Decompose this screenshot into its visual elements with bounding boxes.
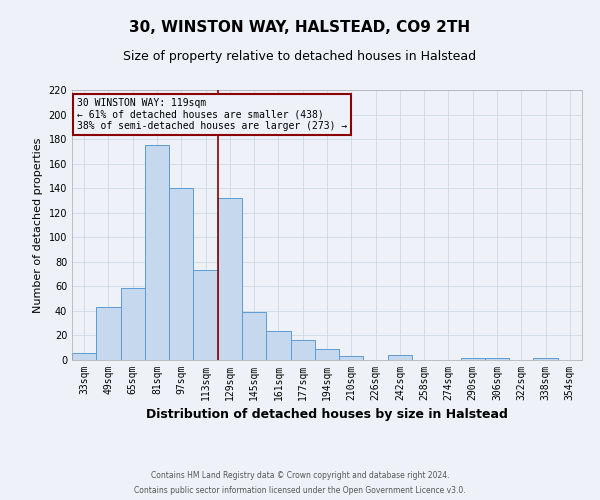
Text: 30 WINSTON WAY: 119sqm
← 61% of detached houses are smaller (438)
38% of semi-de: 30 WINSTON WAY: 119sqm ← 61% of detached… xyxy=(77,98,347,132)
Text: Contains public sector information licensed under the Open Government Licence v3: Contains public sector information licen… xyxy=(134,486,466,495)
Bar xyxy=(533,358,558,360)
Bar xyxy=(169,188,193,360)
Bar xyxy=(290,340,315,360)
Text: Size of property relative to detached houses in Halstead: Size of property relative to detached ho… xyxy=(124,50,476,63)
Bar xyxy=(96,307,121,360)
Bar xyxy=(266,330,290,360)
Text: Contains HM Land Registry data © Crown copyright and database right 2024.: Contains HM Land Registry data © Crown c… xyxy=(151,471,449,480)
Bar xyxy=(339,356,364,360)
Bar xyxy=(242,312,266,360)
Text: 30, WINSTON WAY, HALSTEAD, CO9 2TH: 30, WINSTON WAY, HALSTEAD, CO9 2TH xyxy=(130,20,470,35)
Bar xyxy=(145,145,169,360)
Bar xyxy=(121,288,145,360)
Bar xyxy=(461,358,485,360)
Bar xyxy=(218,198,242,360)
Bar xyxy=(485,358,509,360)
X-axis label: Distribution of detached houses by size in Halstead: Distribution of detached houses by size … xyxy=(146,408,508,422)
Bar xyxy=(72,352,96,360)
Bar xyxy=(388,355,412,360)
Y-axis label: Number of detached properties: Number of detached properties xyxy=(33,138,43,312)
Bar xyxy=(193,270,218,360)
Bar xyxy=(315,349,339,360)
